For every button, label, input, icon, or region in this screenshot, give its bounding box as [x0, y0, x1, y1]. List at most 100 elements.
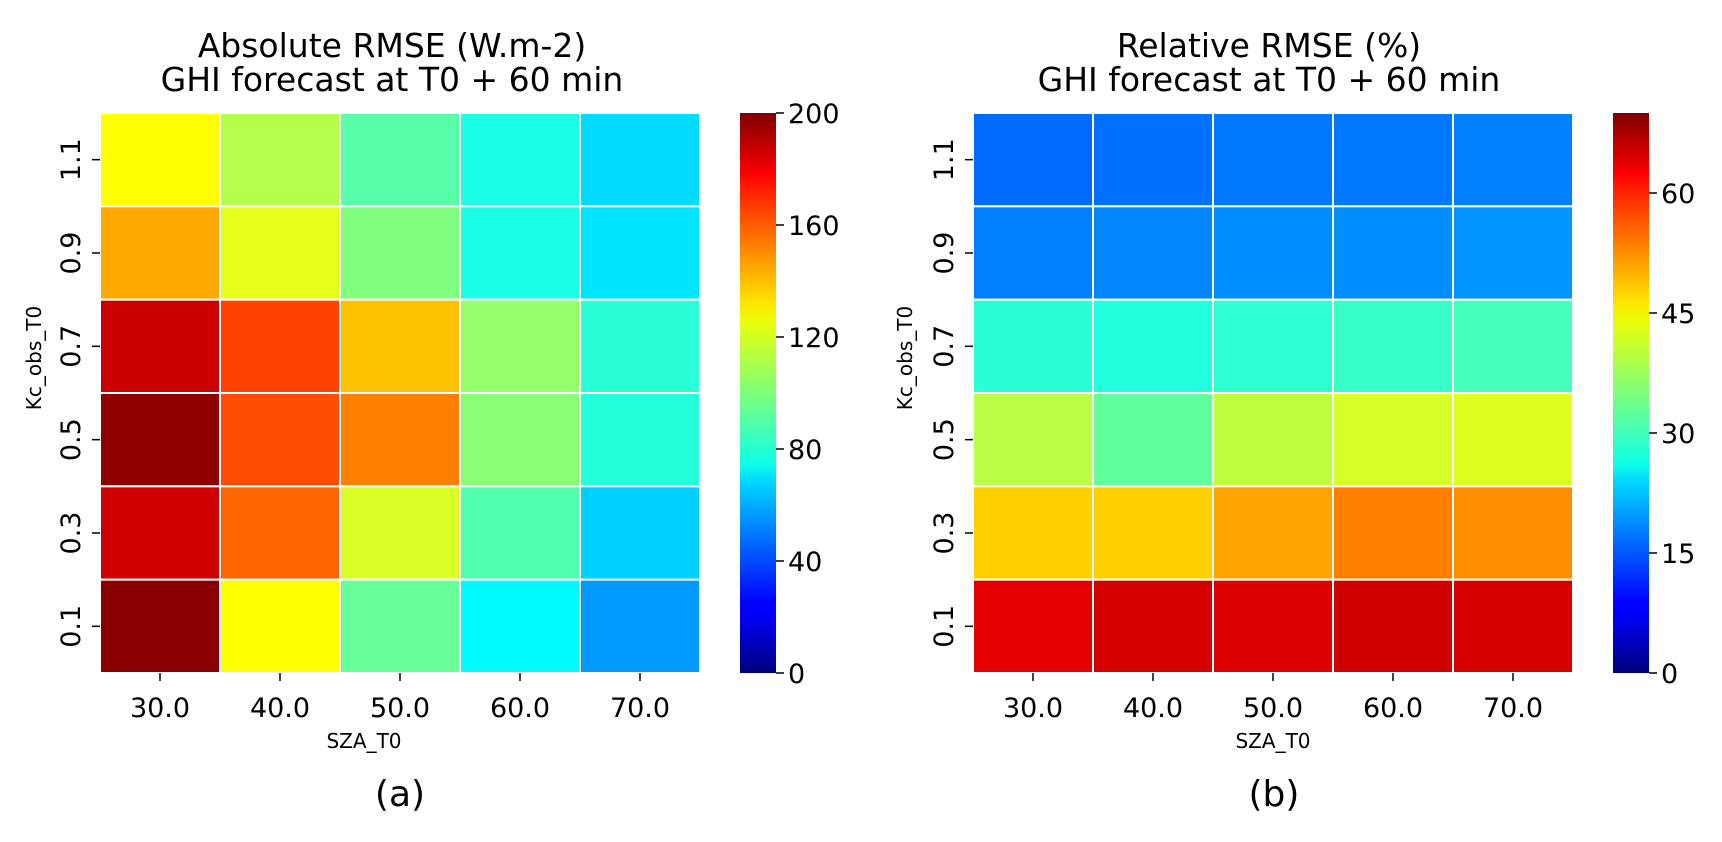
- heatmap-cell: [1452, 485, 1574, 581]
- panel-a-subtitle: GHI forecast at T0 + 60 min: [161, 60, 624, 99]
- y-tick-label: 1.1: [929, 138, 960, 181]
- heatmap-cell: [1092, 205, 1214, 301]
- x-tick-label: 60.0: [490, 693, 550, 724]
- panel-b-title: Relative RMSE (%): [1117, 26, 1421, 65]
- heatmap-cell: [339, 298, 461, 394]
- heatmap-cell: [579, 112, 701, 208]
- heatmap-cell: [972, 205, 1094, 301]
- x-tick-label: 40.0: [250, 693, 310, 724]
- heatmap-cell: [99, 392, 221, 488]
- heatmap-cell: [459, 298, 581, 394]
- heatmap-cell: [972, 298, 1094, 394]
- colorbar-tick-label: 80: [788, 435, 822, 466]
- heatmap-cell: [1212, 578, 1334, 675]
- heatmap-cell: [1452, 205, 1574, 301]
- heatmap-cell: [1212, 485, 1334, 581]
- panel-a-y-ticks: 1.1 0.9 0.7 0.5 0.3 0.1: [56, 138, 100, 648]
- heatmap-cell: [972, 485, 1094, 581]
- heatmap-cell: [99, 112, 221, 208]
- panel-a-cells: [99, 112, 701, 675]
- y-tick-label: 0.7: [929, 325, 960, 368]
- heatmap-cell: [972, 392, 1094, 488]
- heatmap-cell: [459, 112, 581, 208]
- panel-a-y-axis-label: Kc_obs_T0: [22, 306, 46, 410]
- panel-a-title: Absolute RMSE (W.m-2): [198, 26, 587, 65]
- heatmap-cell: [219, 298, 341, 394]
- y-tick-label: 1.1: [56, 138, 87, 181]
- colorbar-tick-label: 0: [788, 659, 805, 690]
- colorbar-tick-label: 160: [788, 211, 840, 242]
- colorbar-tick-label: 0: [1661, 659, 1678, 690]
- colorbar-tick-label: 45: [1661, 299, 1695, 330]
- heatmap-cell: [579, 485, 701, 581]
- heatmap-cell: [579, 392, 701, 488]
- heatmap-cell: [459, 485, 581, 581]
- panel-a: Absolute RMSE (W.m-2) GHI forecast at T0…: [22, 26, 840, 815]
- colorbar-tick-label: 40: [788, 547, 822, 578]
- heatmap-cell: [1332, 485, 1454, 581]
- panel-a-x-ticks: 30.0 40.0 50.0 60.0 70.0: [130, 673, 670, 724]
- heatmap-cell: [219, 485, 341, 581]
- y-tick-label: 0.9: [929, 232, 960, 275]
- heatmap-cell: [339, 205, 461, 301]
- colorbar-tick-label: 30: [1661, 419, 1695, 450]
- heatmap-cell: [579, 578, 701, 675]
- heatmap-cell: [1212, 392, 1334, 488]
- heatmap-cell: [339, 112, 461, 208]
- y-tick-label: 0.3: [56, 512, 87, 555]
- panel-a-colorbar-ticks: 0 40 80 120 160 200: [776, 99, 840, 690]
- y-tick-label: 0.5: [929, 418, 960, 461]
- heatmap-cell: [1452, 392, 1574, 488]
- heatmap-cell: [99, 578, 221, 675]
- panel-b: Relative RMSE (%) GHI forecast at T0 + 6…: [893, 26, 1695, 815]
- x-tick-label: 70.0: [610, 693, 670, 724]
- heatmap-cell: [579, 298, 701, 394]
- heatmap-cell: [972, 112, 1094, 208]
- panel-a-caption: (a): [375, 774, 425, 815]
- heatmap-cell: [1452, 112, 1574, 208]
- panel-b-subtitle: GHI forecast at T0 + 60 min: [1038, 60, 1501, 99]
- panel-b-y-ticks: 1.1 0.9 0.7 0.5 0.3 0.1: [929, 138, 973, 648]
- colorbar-tick-label: 120: [788, 323, 840, 354]
- panel-b-x-axis-label: SZA_T0: [1235, 729, 1310, 753]
- x-tick-label: 60.0: [1363, 693, 1423, 724]
- colorbar-tick-label: 200: [788, 99, 840, 130]
- heatmap-cell: [219, 205, 341, 301]
- y-tick-label: 0.9: [56, 232, 87, 275]
- x-tick-label: 70.0: [1483, 693, 1543, 724]
- heatmap-cell: [1092, 392, 1214, 488]
- panel-a-x-axis-label: SZA_T0: [326, 729, 401, 753]
- panel-b-colorbar-ticks: 0 15 30 45 60: [1649, 179, 1695, 690]
- panel-b-cells: [972, 112, 1574, 675]
- heatmap-cell: [1452, 298, 1574, 394]
- panel-b-colorbar: [1613, 113, 1649, 673]
- heatmap-cell: [219, 578, 341, 675]
- heatmap-cell: [1452, 578, 1574, 675]
- panel-b-x-ticks: 30.0 40.0 50.0 60.0 70.0: [1003, 673, 1543, 724]
- y-tick-label: 0.5: [56, 418, 87, 461]
- heatmap-cell: [339, 578, 461, 675]
- panel-b-caption: (b): [1249, 774, 1300, 815]
- heatmap-cell: [1092, 578, 1214, 675]
- heatmap-cell: [219, 112, 341, 208]
- heatmap-cell: [1332, 112, 1454, 208]
- heatmap-cell: [1092, 298, 1214, 394]
- y-tick-label: 0.1: [56, 605, 87, 648]
- x-tick-label: 50.0: [370, 693, 430, 724]
- heatmap-cell: [1092, 112, 1214, 208]
- heatmap-cell: [99, 205, 221, 301]
- heatmap-cell: [339, 392, 461, 488]
- heatmap-cell: [579, 205, 701, 301]
- heatmap-cell: [99, 485, 221, 581]
- heatmap-cell: [339, 485, 461, 581]
- x-tick-label: 40.0: [1123, 693, 1183, 724]
- y-tick-label: 0.3: [929, 512, 960, 555]
- heatmap-cell: [1212, 112, 1334, 208]
- panel-b-y-axis-label: Kc_obs_T0: [893, 306, 917, 410]
- colorbar-tick-label: 60: [1661, 179, 1695, 210]
- heatmap-cell: [1332, 205, 1454, 301]
- heatmap-cell: [459, 578, 581, 675]
- heatmap-cell: [1332, 392, 1454, 488]
